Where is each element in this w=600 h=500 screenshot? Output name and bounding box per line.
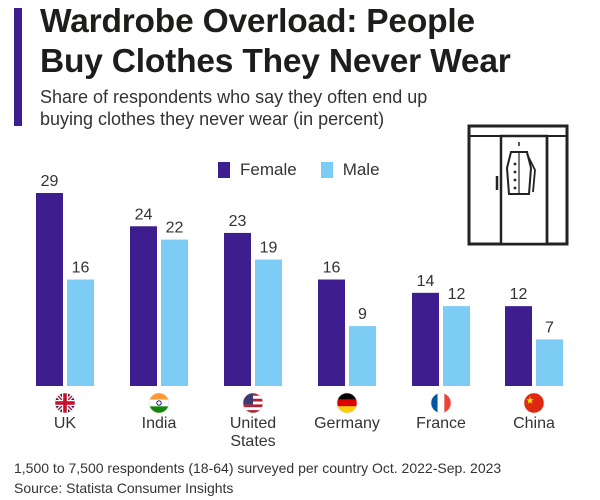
flag-germany-icon [336,392,358,414]
title-line-2: Buy Clothes They Never Wear [40,43,511,80]
bar-male-france [443,306,470,386]
footnote-sample: 1,500 to 7,500 respondents (18-64) surve… [14,460,502,476]
value-label-female-china: 12 [510,286,528,303]
chart-legend: Female Male [218,160,404,180]
legend-item-female: Female [218,160,297,180]
category-label-united-states: United States [230,415,276,450]
subtitle-line-2: buying clothes they never wear (in perce… [40,109,385,129]
bar-female-france [412,292,439,386]
flag-france-icon [430,392,452,414]
page-title: Wardrobe Overload: People Buy Clothes Th… [40,2,595,82]
category-label-china: China [513,415,555,432]
bar-female-united-states [224,232,251,386]
flag-china-icon [523,392,545,414]
legend-swatch-male [320,162,333,178]
value-label-male-india: 22 [166,220,184,237]
bar-female-china [505,306,532,386]
category-label-india: India [142,415,177,432]
legend-item-male: Male [320,160,380,180]
value-label-female-united-states: 23 [229,213,247,230]
value-label-male-united-states: 19 [260,240,278,257]
value-label-female-uk: 29 [41,173,59,190]
value-label-female-india: 24 [135,206,153,223]
accent-bar [14,8,22,126]
value-label-female-germany: 16 [323,260,341,277]
flag-us-icon [242,392,264,414]
wardrobe-icon [467,124,569,246]
flag-india-icon [148,392,170,414]
bar-male-united-states [255,259,282,386]
value-label-male-germany: 9 [358,306,367,323]
value-label-male-uk: 16 [72,260,90,277]
bar-female-india [130,226,157,386]
legend-swatch-female [218,162,230,178]
legend-label-female: Female [240,160,297,179]
category-label-uk: UK [54,415,77,432]
value-label-male-france: 12 [448,286,466,303]
chart-subtitle: Share of respondents who say they often … [40,86,580,130]
footnote: 1,500 to 7,500 respondents (18-64) surve… [14,458,501,498]
bar-female-uk [36,193,63,386]
bar-female-germany [318,279,345,386]
bar-male-china [536,339,563,386]
value-label-male-china: 7 [545,319,554,336]
legend-label-male: Male [342,160,380,179]
bar-male-india [161,239,188,386]
value-label-female-france: 14 [417,273,435,290]
bar-male-germany [349,326,376,386]
subtitle-line-1: Share of respondents who say they often … [40,87,428,107]
category-label-germany: Germany [314,415,380,432]
footnote-source: Source: Statista Consumer Insights [14,480,234,496]
bar-male-uk [67,279,94,386]
flag-uk-icon [54,392,76,414]
category-label-france: France [416,415,466,432]
title-line-1: Wardrobe Overload: People [40,3,475,40]
